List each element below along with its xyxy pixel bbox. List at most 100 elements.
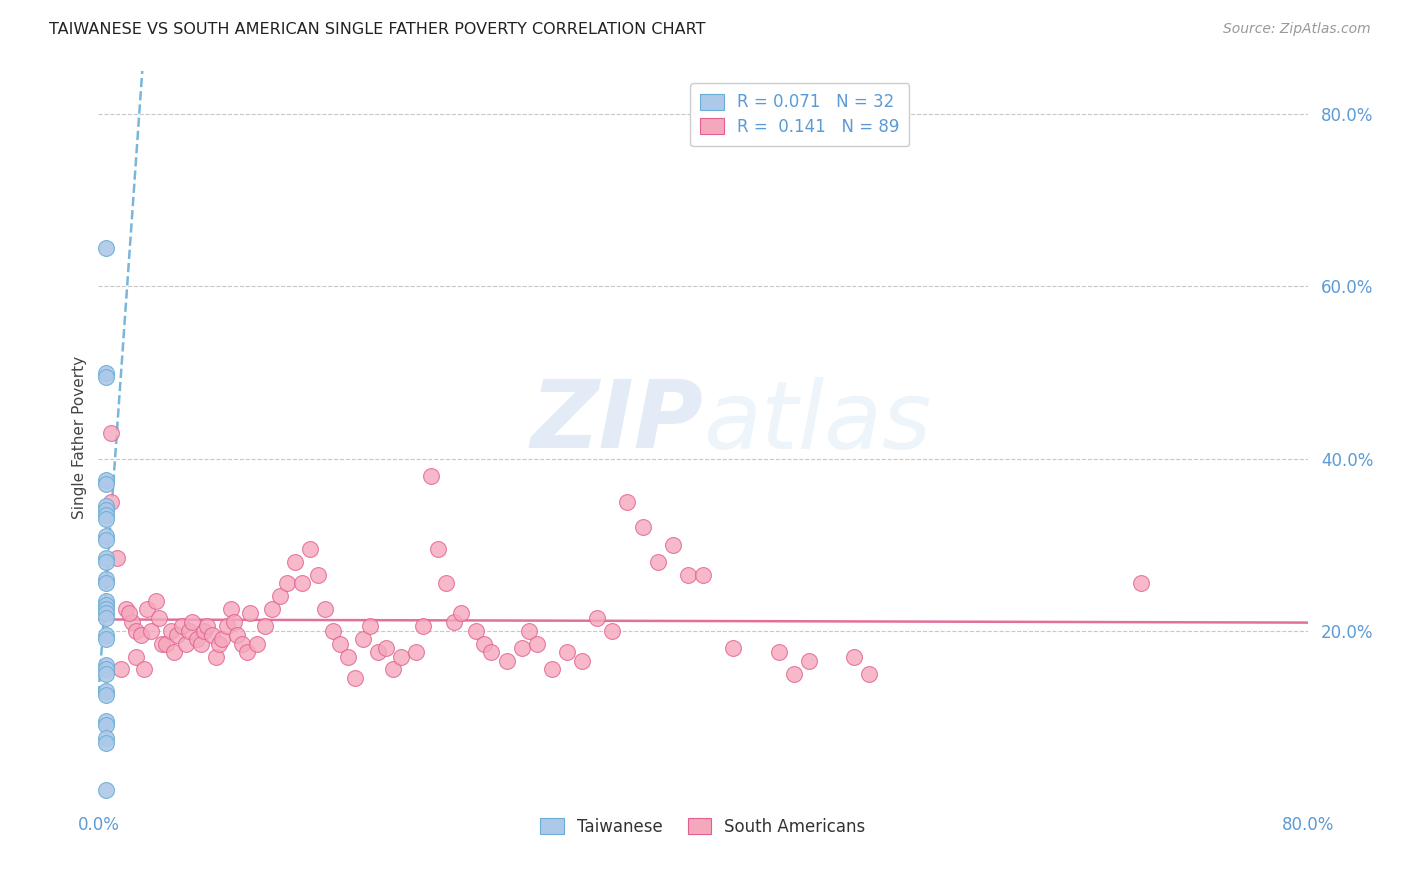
Point <box>647 555 669 569</box>
Point <box>336 649 359 664</box>
Point <box>118 607 141 621</box>
Text: Source: ZipAtlas.com: Source: ZipAtlas.com <box>1223 22 1371 37</box>
Point <box>94 731 117 746</box>
Point <box>205 649 228 664</box>
Point <box>94 499 117 513</box>
Point <box>269 589 291 603</box>
Point <box>517 624 540 638</box>
Point <box>94 684 117 698</box>
Point <box>94 241 117 255</box>
Point <box>307 567 329 582</box>
Point <box>450 607 472 621</box>
Point <box>94 477 117 491</box>
Point <box>299 541 322 556</box>
Point <box>94 718 117 732</box>
Point <box>186 632 208 647</box>
Text: atlas: atlas <box>703 377 931 468</box>
Point <box>94 366 117 380</box>
Point <box>374 640 396 655</box>
Point <box>526 637 548 651</box>
Point <box>148 611 170 625</box>
Point <box>215 619 238 633</box>
Point <box>94 688 117 702</box>
Point <box>443 615 465 629</box>
Point <box>174 637 197 651</box>
Point <box>94 533 117 548</box>
Point <box>94 602 117 616</box>
Point <box>163 645 186 659</box>
Point <box>262 602 284 616</box>
Point <box>125 624 148 638</box>
Point <box>170 619 193 633</box>
Text: TAIWANESE VS SOUTH AMERICAN SINGLE FATHER POVERTY CORRELATION CHART: TAIWANESE VS SOUTH AMERICAN SINGLE FATHE… <box>49 22 706 37</box>
Point <box>382 662 405 676</box>
Point <box>239 607 262 621</box>
Point <box>314 602 336 616</box>
Point <box>125 649 148 664</box>
Point <box>94 369 117 384</box>
Point <box>246 637 269 651</box>
Point <box>94 503 117 517</box>
Point <box>291 576 314 591</box>
Point <box>631 520 654 534</box>
Point <box>94 473 117 487</box>
Point <box>94 593 117 607</box>
Point <box>844 649 866 664</box>
Point <box>121 615 143 629</box>
Point <box>150 637 173 651</box>
Point <box>389 649 412 664</box>
Point <box>571 654 593 668</box>
Point <box>94 662 117 676</box>
Point <box>352 632 374 647</box>
Point <box>145 593 167 607</box>
Point <box>201 628 224 642</box>
Point <box>797 654 820 668</box>
Point <box>181 615 204 629</box>
Point <box>94 607 117 621</box>
Point <box>420 468 443 483</box>
Point <box>114 602 136 616</box>
Point <box>135 602 157 616</box>
Point <box>555 645 578 659</box>
Point <box>94 550 117 565</box>
Point <box>360 619 382 633</box>
Point <box>208 637 231 651</box>
Point <box>94 735 117 749</box>
Point <box>540 662 562 676</box>
Point <box>586 611 609 625</box>
Point <box>94 632 117 647</box>
Point <box>190 637 212 651</box>
Point <box>160 624 183 638</box>
Point <box>235 645 257 659</box>
Point <box>94 611 117 625</box>
Point <box>284 555 307 569</box>
Point <box>344 671 367 685</box>
Point <box>231 637 253 651</box>
Point <box>94 529 117 543</box>
Point <box>661 538 683 552</box>
Point <box>155 637 177 651</box>
Point <box>783 666 806 681</box>
Point <box>179 624 201 638</box>
Point <box>616 494 638 508</box>
Point <box>434 576 457 591</box>
Point <box>166 628 188 642</box>
Point <box>276 576 298 591</box>
Point <box>94 576 117 591</box>
Point <box>676 567 699 582</box>
Point <box>224 615 246 629</box>
Point <box>193 624 215 638</box>
Point <box>495 654 517 668</box>
Point <box>94 666 117 681</box>
Point <box>481 645 503 659</box>
Point <box>602 624 624 638</box>
Point <box>692 567 714 582</box>
Point <box>322 624 344 638</box>
Point <box>110 662 132 676</box>
Point <box>94 628 117 642</box>
Point <box>768 645 790 659</box>
Point <box>94 658 117 673</box>
Point <box>94 572 117 586</box>
Point <box>94 598 117 612</box>
Point <box>510 640 533 655</box>
